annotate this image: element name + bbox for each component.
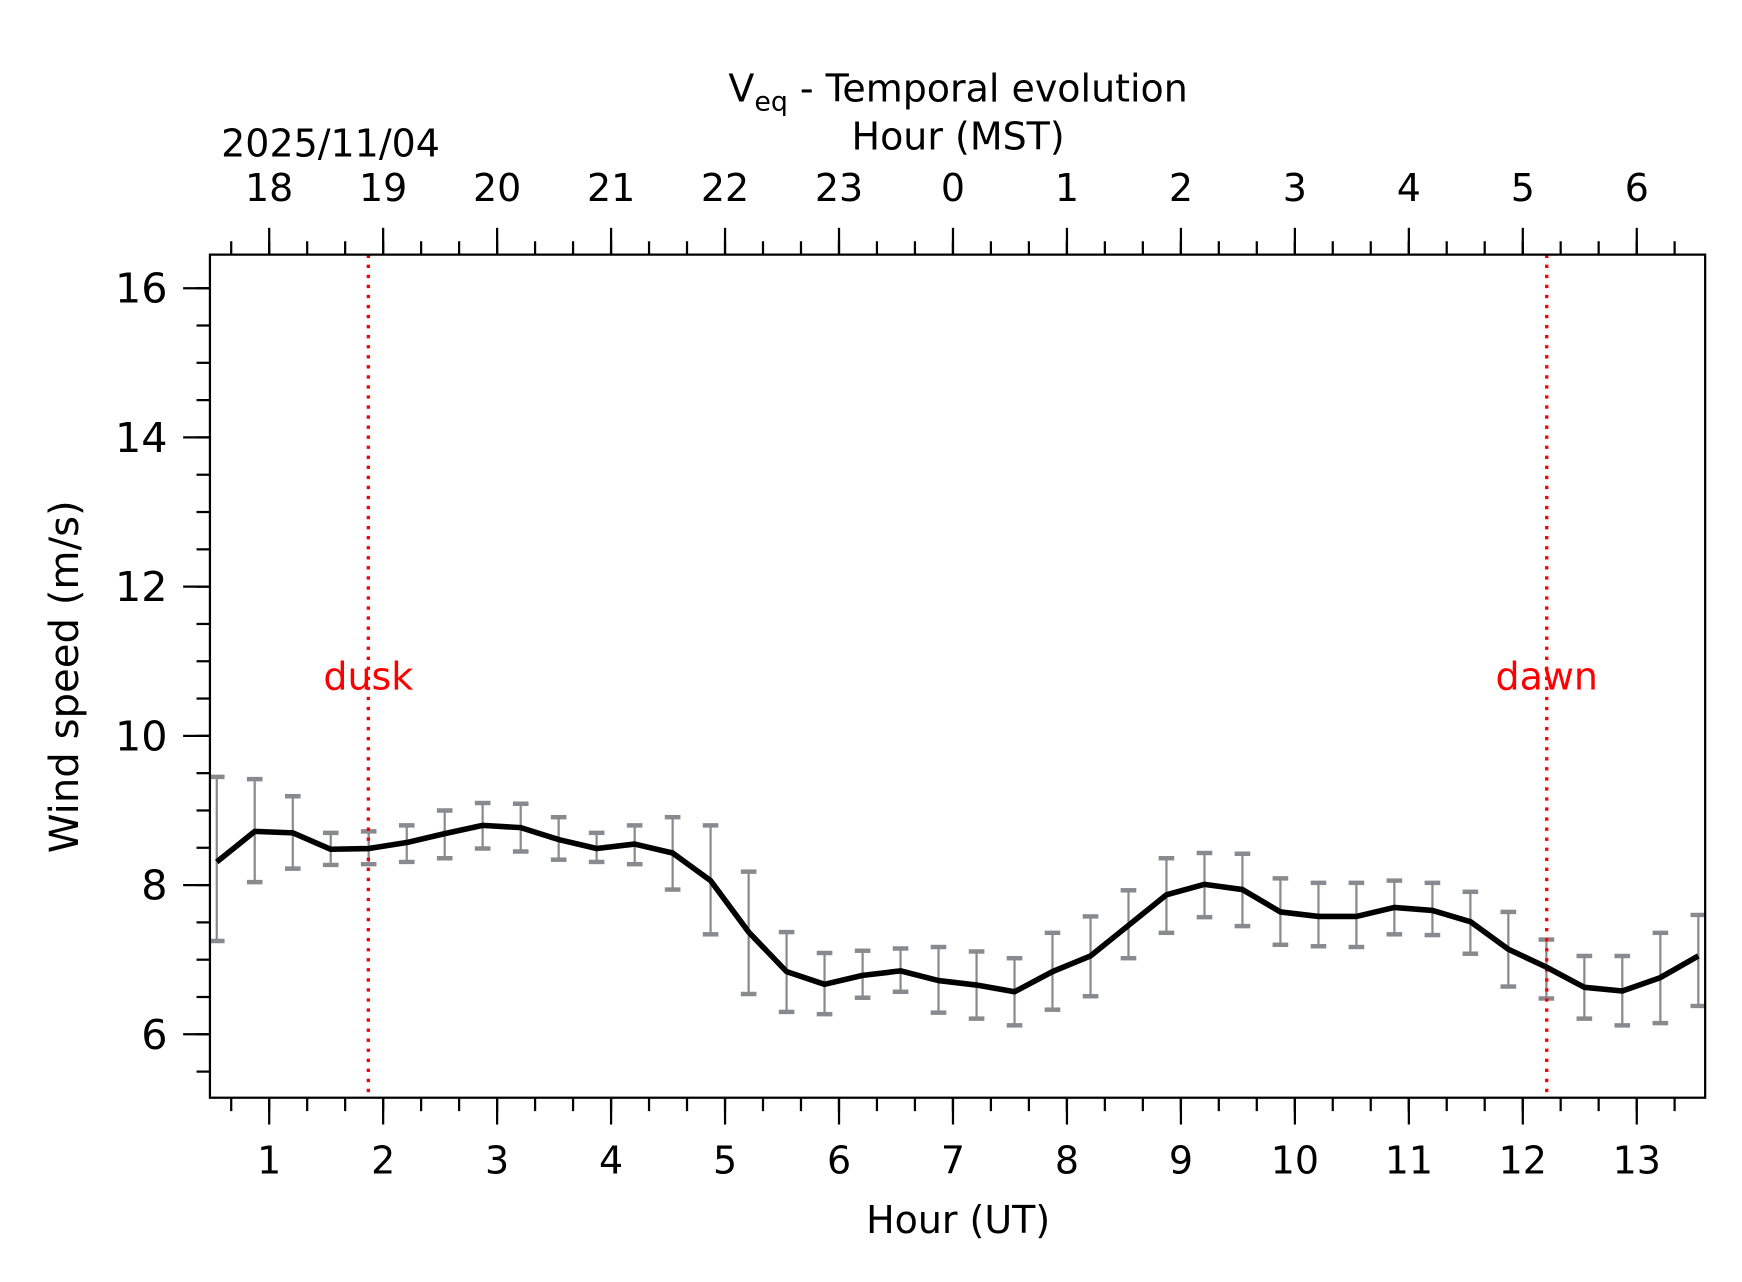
x-tick-label: 2 [371,1139,395,1183]
x2-tick-label: 20 [473,166,521,210]
y-tick-label: 12 [115,563,168,611]
x-tick-label: 8 [1055,1139,1079,1183]
y-axis-label: Wind speed (m/s) [42,500,88,853]
x-axis-label: Hour (UT) [866,1198,1050,1242]
x2-tick-label: 2 [1169,166,1193,210]
x2-tick-label: 18 [245,166,293,210]
x2-tick-label: 19 [359,166,407,210]
x2-tick-label: 4 [1397,166,1421,210]
y-tick-label: 16 [115,265,168,313]
x2-tick-label: 1 [1055,166,1079,210]
axis-ticks: 1182193204215226237081921031141251366810… [115,166,1676,1183]
x-tick-label: 9 [1169,1139,1193,1183]
y-tick-label: 8 [141,862,167,910]
x-tick-label: 1 [257,1139,281,1183]
x2-tick-label: 23 [815,166,863,210]
y-tick-label: 10 [115,712,168,760]
x2-tick-label: 3 [1283,166,1307,210]
x2-tick-label: 22 [701,166,749,210]
dawn-label: dawn [1496,655,1598,699]
error-bar [1690,912,1707,1009]
x-tick-label: 4 [599,1139,623,1183]
x-tick-label: 10 [1271,1139,1319,1183]
x-tick-label: 6 [827,1139,851,1183]
top-axis-label: Hour (MST) [852,115,1065,159]
error-bars [208,774,1707,1028]
x-tick-label: 13 [1613,1139,1661,1183]
x-tick-label: 12 [1499,1139,1547,1183]
date-label: 2025/11/04 [221,121,440,165]
x-tick-label: 7 [941,1139,965,1183]
x-tick-label: 11 [1385,1139,1433,1183]
x2-tick-label: 5 [1511,166,1535,210]
plot-frame [208,253,1707,1099]
dusk-dawn-markers: dusk dawn [323,254,1598,1098]
x-tick-label: 3 [485,1139,509,1183]
x2-tick-label: 0 [941,166,965,210]
chart-title: Veq - Temporal evolution [728,67,1187,118]
y-tick-label: 6 [141,1011,167,1059]
dusk-label: dusk [323,655,413,699]
x2-tick-label: 21 [587,166,635,210]
y-tick-label: 14 [115,414,168,462]
series-line [215,822,1700,995]
x-tick-label: 5 [713,1139,737,1183]
x2-tick-label: 6 [1625,166,1649,210]
